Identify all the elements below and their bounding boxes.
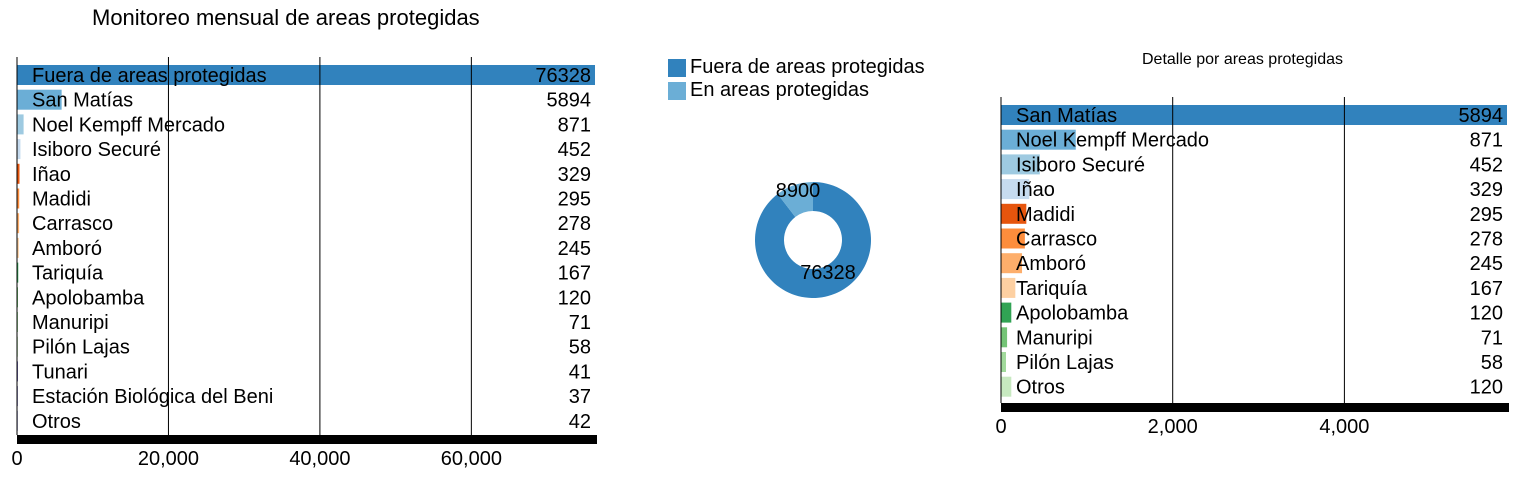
legend-swatch-inside bbox=[668, 82, 686, 100]
bar-value: 871 bbox=[558, 114, 591, 136]
bar-value: 76328 bbox=[535, 65, 591, 87]
bar-value: 871 bbox=[1470, 130, 1503, 152]
bar-label: Carrasco bbox=[1016, 229, 1097, 251]
bar-label: Amboró bbox=[32, 238, 102, 260]
x-tick-label: 2,000 bbox=[1148, 416, 1198, 438]
bar-value: 71 bbox=[569, 312, 591, 334]
bar-label: Isiboro Securé bbox=[1016, 154, 1145, 176]
bar-label: Estación Biológica del Beni bbox=[32, 386, 273, 408]
bar-2-8 bbox=[1001, 302, 1012, 323]
bar-value: 452 bbox=[1470, 154, 1503, 176]
x-axis-bar bbox=[1001, 403, 1509, 412]
bar-value: 120 bbox=[558, 287, 591, 309]
legend-swatch-outside bbox=[668, 59, 686, 77]
x-tick-label: 0 bbox=[11, 448, 22, 470]
bar-0-7 bbox=[17, 237, 19, 258]
bar-label: Iñao bbox=[32, 164, 71, 186]
bar-value: 58 bbox=[569, 337, 591, 359]
x-axis-bar bbox=[17, 435, 597, 444]
bar-0-1 bbox=[17, 89, 62, 110]
bar-0-0 bbox=[17, 65, 595, 85]
bar-value: 42 bbox=[569, 411, 591, 433]
bar-value: 71 bbox=[1481, 327, 1503, 349]
legend-label-inside[interactable]: En areas protegidas bbox=[690, 79, 870, 101]
bar-label: Fuera de areas protegidas bbox=[32, 65, 267, 87]
bar-value: 5894 bbox=[547, 90, 592, 112]
bar-value: 329 bbox=[1470, 179, 1503, 201]
left-chart-title: Monitoreo mensual de areas protegidas bbox=[92, 5, 480, 30]
bar-0-2 bbox=[17, 114, 24, 135]
bar-0-8 bbox=[17, 262, 19, 283]
bar-2-4 bbox=[1001, 203, 1027, 224]
bar-label: Madidi bbox=[1016, 204, 1075, 226]
bar-0-3 bbox=[17, 139, 21, 160]
bar-2-2 bbox=[1001, 154, 1040, 175]
donut-slice-inside bbox=[777, 181, 813, 218]
bar-label: Tunari bbox=[32, 361, 88, 383]
legend-label-outside[interactable]: Fuera de areas protegidas bbox=[690, 56, 925, 78]
bar-2-11 bbox=[1001, 376, 1012, 397]
bar-value: 58 bbox=[1481, 352, 1503, 374]
bar-label: Iñao bbox=[1016, 179, 1055, 201]
bar-value: 41 bbox=[569, 361, 591, 383]
bar-label: Otros bbox=[1016, 377, 1065, 399]
bar-value: 5894 bbox=[1459, 105, 1504, 127]
x-tick-label: 40,000 bbox=[289, 448, 350, 470]
bar-2-3 bbox=[1001, 179, 1030, 200]
bar-0-4 bbox=[17, 163, 20, 184]
bar-value: 329 bbox=[558, 164, 591, 186]
x-tick-label: 0 bbox=[995, 416, 1006, 438]
donut-slice-outside bbox=[755, 182, 871, 298]
bar-value: 37 bbox=[569, 386, 591, 408]
bar-label: Madidi bbox=[32, 189, 91, 211]
bar-value: 245 bbox=[1470, 253, 1503, 275]
bar-2-0 bbox=[1001, 105, 1507, 125]
bar-value: 295 bbox=[558, 189, 591, 211]
bar-label: San Matías bbox=[32, 90, 133, 112]
bar-value: 295 bbox=[1470, 204, 1503, 226]
x-tick-label: 20,000 bbox=[138, 448, 199, 470]
x-tick-label: 60,000 bbox=[441, 448, 502, 470]
bar-label: Isiboro Securé bbox=[32, 139, 161, 161]
bar-2-7 bbox=[1001, 277, 1016, 298]
bar-0-6 bbox=[17, 213, 20, 234]
donut-label-outside: 76328 bbox=[800, 262, 856, 284]
bar-value: 278 bbox=[1470, 229, 1503, 251]
bar-label: Amboró bbox=[1016, 253, 1086, 275]
x-tick-label: 4,000 bbox=[1319, 416, 1369, 438]
bar-2-6 bbox=[1001, 253, 1023, 274]
bar-label: Tariquía bbox=[1016, 278, 1088, 300]
bar-2-10 bbox=[1001, 352, 1006, 372]
bar-value: 452 bbox=[558, 139, 591, 161]
bar-label: Otros bbox=[32, 411, 81, 433]
bar-label: Pilón Lajas bbox=[32, 337, 130, 359]
bar-value: 120 bbox=[1470, 303, 1503, 325]
bar-value: 120 bbox=[1470, 377, 1503, 399]
bar-value: 278 bbox=[558, 213, 591, 235]
bar-value: 167 bbox=[558, 263, 591, 285]
bar-value: 245 bbox=[558, 238, 591, 260]
right-chart-title: Detalle por areas protegidas bbox=[1142, 51, 1344, 68]
bar-label: Manuripi bbox=[32, 312, 109, 334]
bar-label: Apolobamba bbox=[1016, 303, 1129, 325]
bar-label: Pilón Lajas bbox=[1016, 352, 1114, 374]
bar-label: Noel Kempff Mercado bbox=[32, 114, 225, 136]
bar-label: Noel Kempff Mercado bbox=[1016, 130, 1209, 152]
bar-label: Apolobamba bbox=[32, 287, 145, 309]
donut-label-inside: 8900 bbox=[776, 180, 821, 202]
bar-2-9 bbox=[1001, 327, 1008, 348]
bar-2-1 bbox=[1001, 129, 1076, 150]
bar-label: Manuripi bbox=[1016, 327, 1093, 349]
bar-2-5 bbox=[1001, 228, 1025, 249]
bar-0-5 bbox=[17, 188, 20, 209]
bar-label: Carrasco bbox=[32, 213, 113, 235]
bar-label: Tariquía bbox=[32, 263, 104, 285]
bar-value: 167 bbox=[1470, 278, 1503, 300]
bar-label: San Matías bbox=[1016, 105, 1117, 127]
